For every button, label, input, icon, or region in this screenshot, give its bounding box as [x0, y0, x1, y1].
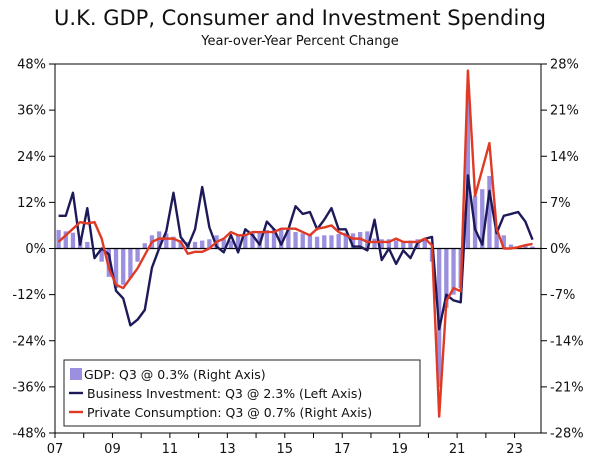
left-tick-label: 12% — [17, 196, 46, 211]
gdp-bar — [444, 248, 449, 308]
gdp-bar — [494, 228, 499, 249]
gdp-bar — [350, 233, 356, 249]
gdp-bar — [322, 235, 327, 249]
gdp-bar — [523, 245, 528, 249]
right-tick-label: 14% — [550, 150, 579, 165]
gdp-bar — [343, 232, 348, 249]
gdp-bar — [271, 228, 277, 249]
gdp-bar — [235, 235, 241, 249]
gdp-bar — [192, 241, 198, 249]
gdp-bar — [408, 240, 413, 249]
right-tick-label: -28% — [550, 427, 584, 442]
x-tick-label: 23 — [506, 442, 523, 457]
right-axis: 28% 21% 14% 7% 0% -7% -14% -21% -28% — [541, 58, 584, 442]
x-tick-label: 21 — [449, 442, 466, 457]
x-tick-label: 19 — [391, 442, 408, 457]
x-tick-label: 15 — [277, 442, 294, 457]
gdp-bar — [451, 248, 456, 295]
left-tick-label: -24% — [12, 334, 46, 349]
gdp-bar — [207, 239, 212, 249]
gdp-bar — [135, 248, 140, 262]
gdp-bar — [250, 233, 255, 249]
right-tick-label: 21% — [550, 104, 579, 119]
gdp-bar — [480, 189, 485, 249]
gdp-bars — [56, 90, 535, 387]
gdp-bar — [92, 248, 97, 250]
gdp-bar — [63, 231, 68, 249]
gdp-bar — [293, 232, 298, 249]
gdp-bar — [70, 232, 76, 249]
gdp-bar — [264, 230, 269, 249]
chart-subtitle: Year-over-Year Percent Change — [201, 34, 399, 49]
right-tick-label: -21% — [550, 380, 584, 395]
gdp-bar — [257, 232, 262, 249]
gdp-bar — [372, 238, 377, 249]
left-tick-label: 0% — [25, 242, 46, 257]
left-tick-label: 24% — [17, 150, 46, 165]
x-tick-label: 09 — [104, 442, 121, 457]
legend-label-gdp: GDP: Q3 @ 0.3% (Right Axis) — [84, 367, 266, 382]
gdp-bar — [128, 248, 133, 279]
left-tick-label: -36% — [12, 380, 46, 395]
gdp-bar — [365, 231, 370, 249]
gdp-bar — [422, 240, 427, 249]
gdp-bar — [106, 248, 112, 277]
gdp-bar — [228, 240, 234, 249]
x-tick-label: 07 — [47, 442, 64, 457]
gdp-bar — [85, 241, 90, 249]
gdp-bar — [113, 248, 119, 289]
gdp-bar — [386, 239, 392, 249]
legend: GDP: Q3 @ 0.3% (Right Axis) Business Inv… — [63, 359, 421, 427]
gdp-bar — [164, 233, 169, 249]
left-tick-label: 48% — [17, 58, 46, 73]
left-tick-label: 36% — [17, 104, 46, 119]
left-tick-label: -48% — [12, 427, 46, 442]
gdp-bar — [487, 176, 492, 249]
gdp-bar — [379, 239, 384, 249]
x-tick-label: 13 — [219, 442, 236, 457]
gdp-bar — [121, 248, 126, 285]
right-tick-label: -7% — [550, 288, 575, 303]
gdp-bar — [99, 248, 104, 262]
gdp-bar — [336, 234, 341, 249]
gdp-bar — [307, 235, 313, 249]
gdp-bar — [501, 235, 506, 249]
gdp-bar — [221, 239, 226, 249]
x-tick-label: 17 — [334, 442, 351, 457]
gdp-bar — [508, 244, 514, 249]
series-line-private-consumption — [57, 69, 533, 418]
gdp-bar — [200, 240, 205, 249]
gdp-bar — [358, 232, 363, 249]
series-line-business-investment — [58, 174, 534, 331]
gdp-bar — [314, 236, 320, 249]
gdp-bar — [465, 90, 471, 249]
legend-box — [63, 359, 421, 427]
right-tick-label: 28% — [550, 58, 579, 73]
gdp-bar — [329, 235, 334, 249]
left-axis: 48% 36% 24% 12% 0% -12% -24% -36% -48% — [12, 58, 55, 442]
gdp-bar — [142, 243, 147, 249]
gdp-bar — [56, 230, 61, 249]
right-tick-label: 7% — [550, 196, 571, 211]
x-axis: 07 09 11 13 15 17 19 21 23 — [47, 433, 523, 457]
gdp-bar — [243, 235, 248, 249]
legend-label-business-investment: Business Investment: Q3 @ 2.3% (Left Axi… — [87, 386, 362, 401]
right-tick-label: -14% — [550, 334, 584, 349]
legend-swatch-gdp — [70, 368, 82, 380]
gdp-bar — [530, 246, 535, 249]
gdp-bar — [286, 230, 291, 249]
gdp-bar — [401, 241, 406, 249]
chart-title: U.K. GDP, Consumer and Investment Spendi… — [54, 6, 546, 30]
left-tick-label: -12% — [12, 288, 46, 303]
gdp-bar — [393, 240, 399, 249]
legend-label-private-consumption: Private Consumption: Q3 @ 0.7% (Right Ax… — [87, 405, 372, 420]
gdp-bar — [171, 236, 176, 249]
x-tick-label: 11 — [162, 442, 179, 457]
gdp-bar — [279, 228, 284, 249]
gdp-bar — [300, 233, 305, 249]
right-tick-label: 0% — [550, 242, 571, 257]
